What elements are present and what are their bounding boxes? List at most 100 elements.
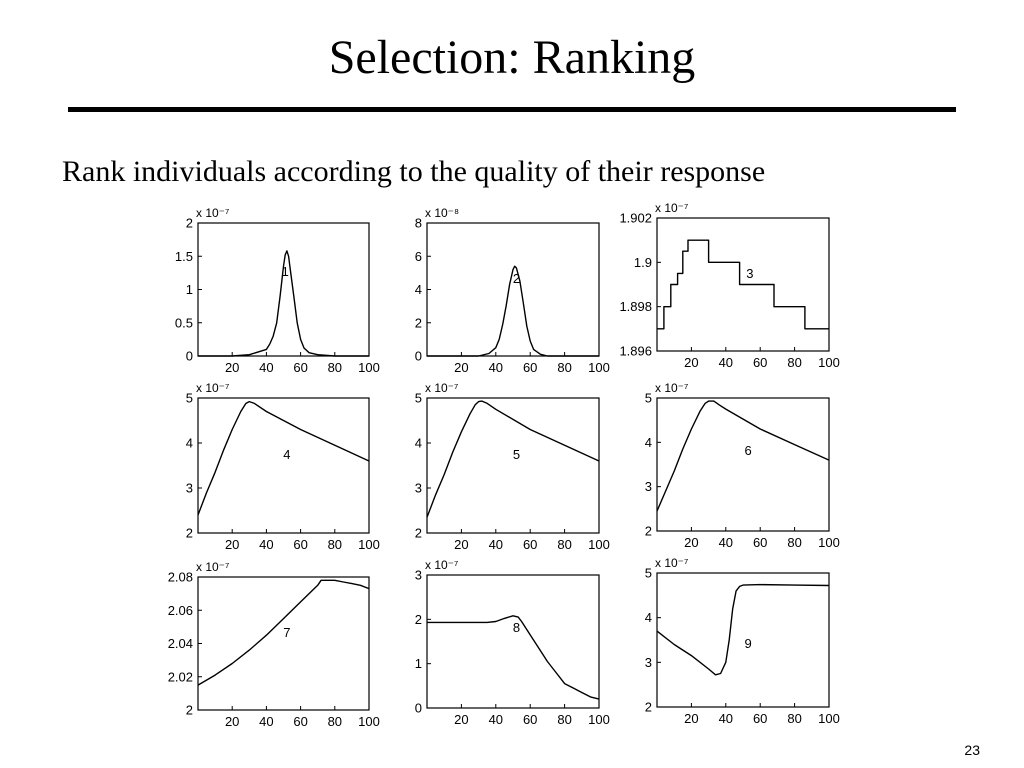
plot-8-x-tick-label: 60 [523, 712, 537, 727]
plot-7-y-tick-label: 2.06 [168, 603, 193, 618]
plot-9-x-tick-label: 20 [684, 711, 698, 726]
plot-5-y-tick-label: 3 [415, 481, 422, 496]
plot-9-y-tick-label: 4 [645, 610, 652, 625]
plot-8-x-tick-label: 20 [454, 712, 468, 727]
plot-2-x-tick-label: 20 [454, 360, 468, 375]
plot-9-y-tick-label: 3 [645, 655, 652, 670]
plot-9-annotation: 9 [745, 636, 752, 651]
plot-5-y-tick-label: 5 [415, 391, 422, 406]
plot-5-x-tick-label: 60 [523, 537, 537, 552]
plot-2-x-tick-label: 60 [523, 360, 537, 375]
plot-9-x-tick-label: 40 [719, 711, 733, 726]
plot-3-frame [656, 217, 830, 352]
plot-4-x-tick-label: 60 [293, 537, 307, 552]
plot-2-exponent-label: x 10⁻⁸ [425, 206, 459, 220]
plot-1-y-tick-label: 2 [186, 216, 193, 231]
plot-7-x-tick-label: 20 [225, 714, 239, 729]
plot-3-x-tick-label: 20 [684, 355, 698, 370]
plot-8-y-tick-label: 0 [415, 701, 422, 716]
plot-4-x-tick-label: 20 [225, 537, 239, 552]
plot-3-x-tick-label: 40 [719, 355, 733, 370]
plot-6-curve [656, 400, 830, 512]
plot-4-annotation: 4 [283, 447, 290, 462]
plot-4-x-tick-label: 40 [259, 537, 273, 552]
plot-7-exponent-label: x 10⁻⁷ [196, 560, 229, 574]
plot-3-y-tick-label: 1.898 [619, 299, 652, 314]
plot-4-y-tick-label: 5 [186, 391, 193, 406]
plot-8-annotation: 8 [513, 620, 520, 635]
plot-1-y-tick-label: 0 [186, 349, 193, 364]
plot-8-y-tick-label: 2 [415, 612, 422, 627]
plot-4-frame [197, 397, 370, 534]
plot-7-x-tick-label: 40 [259, 714, 273, 729]
plot-9-x-tick-label: 100 [818, 711, 840, 726]
plot-7-x-tick-label: 100 [358, 714, 380, 729]
plot-4-y-tick-label: 4 [186, 436, 193, 451]
plot-4-y-tick-label: 2 [186, 526, 193, 541]
plot-7-x-tick-label: 80 [328, 714, 342, 729]
plot-9-exponent-label: x 10⁻⁷ [655, 556, 688, 570]
plot-6-exponent-label: x 10⁻⁷ [655, 381, 688, 395]
plot-1-y-tick-label: 1 [186, 282, 193, 297]
plot-6-y-tick-label: 3 [645, 479, 652, 494]
plot-5-y-tick-label: 2 [415, 526, 422, 541]
plot-8-y-tick-label: 3 [415, 568, 422, 583]
plot-6-y-tick-label: 2 [645, 524, 652, 539]
plot-1-y-tick-label: 1.5 [175, 249, 193, 264]
title-underline [68, 107, 956, 112]
plot-1-x-tick-label: 80 [328, 360, 342, 375]
plot-1-curve [198, 250, 369, 357]
plot-1-x-tick-label: 20 [225, 360, 239, 375]
plot-3-x-tick-label: 100 [818, 355, 840, 370]
plot-6-x-tick-label: 80 [787, 535, 801, 550]
plot-8-x-tick-label: 40 [489, 712, 503, 727]
plot-9-y-tick-label: 5 [645, 566, 652, 581]
plot-6-annotation: 6 [745, 443, 752, 458]
plot-7-y-tick-label: 2.02 [168, 669, 193, 684]
plot-3-x-tick-label: 60 [753, 355, 767, 370]
plot-7-annotation: 7 [283, 625, 290, 640]
plot-2-y-tick-label: 2 [415, 315, 422, 330]
plot-4-curve [197, 400, 370, 516]
page-number: 23 [964, 742, 980, 758]
plot-2-y-tick-label: 4 [415, 282, 422, 297]
plot-8-x-tick-label: 100 [588, 712, 610, 727]
plot-6-y-tick-label: 4 [645, 435, 652, 450]
plot-6-x-tick-label: 20 [684, 535, 698, 550]
plot-5-y-tick-label: 4 [415, 436, 422, 451]
plot-5-annotation: 5 [513, 447, 520, 462]
plot-8-x-tick-label: 80 [557, 712, 571, 727]
plot-9-frame [656, 572, 830, 708]
plot-4-x-tick-label: 100 [358, 537, 380, 552]
plot-7-y-tick-label: 2 [186, 703, 193, 718]
plot-3-y-tick-label: 1.9 [634, 255, 652, 270]
plot-5-frame [426, 397, 600, 534]
plot-2-annotation: 2 [513, 271, 520, 286]
plot-4-exponent-label: x 10⁻⁷ [196, 381, 229, 395]
plot-6-frame [656, 397, 830, 532]
plot-9-x-tick-label: 60 [753, 711, 767, 726]
plot-4-x-tick-label: 80 [328, 537, 342, 552]
plot-2-curve [427, 265, 599, 357]
plot-2-x-tick-label: 80 [557, 360, 571, 375]
plot-1-x-tick-label: 60 [293, 360, 307, 375]
plot-5-x-tick-label: 20 [454, 537, 468, 552]
plot-6-x-tick-label: 100 [818, 535, 840, 550]
plot-3-annotation: 3 [746, 266, 753, 281]
bullet-text: Rank individuals according to the qualit… [62, 155, 766, 188]
plot-5-x-tick-label: 40 [489, 537, 503, 552]
plot-3-curve [657, 239, 829, 330]
plot-5-exponent-label: x 10⁻⁷ [425, 381, 458, 395]
plot-3-exponent-label: x 10⁻⁷ [655, 201, 688, 215]
plot-2-y-tick-label: 6 [415, 249, 422, 264]
plot-2-frame [426, 222, 600, 357]
plot-9-curve [656, 583, 830, 676]
plot-5-curve [426, 400, 600, 518]
plot-8-y-tick-label: 1 [415, 656, 422, 671]
plot-2-x-tick-label: 100 [588, 360, 610, 375]
plot-7-y-tick-label: 2.08 [168, 570, 193, 585]
plot-6-x-tick-label: 60 [753, 535, 767, 550]
plot-1-x-tick-label: 100 [358, 360, 380, 375]
plot-3-x-tick-label: 80 [787, 355, 801, 370]
